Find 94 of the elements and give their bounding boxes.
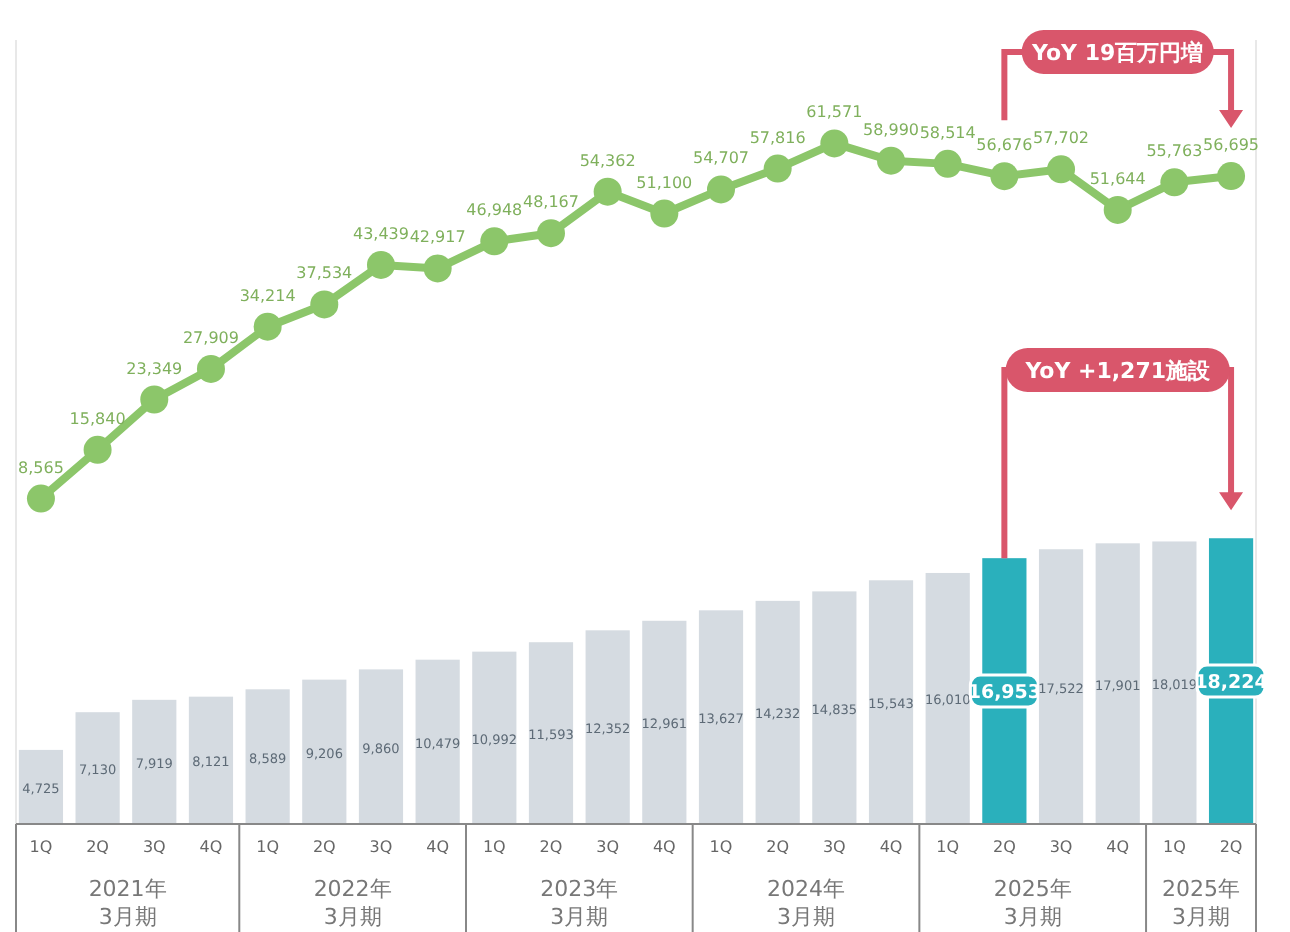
x-tick-label: 1Q bbox=[256, 838, 280, 856]
data-label: 15,840 bbox=[69, 409, 126, 428]
bar bbox=[358, 669, 404, 824]
bar bbox=[812, 591, 857, 824]
point bbox=[480, 227, 509, 256]
bar bbox=[1095, 543, 1140, 824]
point bbox=[1217, 162, 1246, 191]
point bbox=[26, 484, 55, 513]
text: 2022年 3月期 bbox=[313, 876, 392, 930]
x-tick-label: 2Q bbox=[539, 838, 563, 856]
data-label: 55,763 bbox=[1146, 142, 1203, 161]
text: 2023年 3月期 bbox=[540, 876, 619, 930]
text: 2025年 3月期 bbox=[1162, 876, 1241, 930]
data-label: 61,571 bbox=[806, 103, 863, 122]
data-label: 27,909 bbox=[182, 328, 239, 347]
data-label: 51,100 bbox=[636, 173, 693, 192]
bar bbox=[925, 572, 970, 824]
bar bbox=[585, 630, 630, 824]
bar bbox=[698, 610, 744, 824]
data-label: 51,644 bbox=[1089, 169, 1146, 188]
point bbox=[310, 290, 339, 319]
point bbox=[366, 250, 395, 279]
point bbox=[253, 312, 282, 341]
data-label: 23,349 bbox=[126, 359, 183, 378]
data-label: 57,816 bbox=[749, 128, 806, 147]
point bbox=[423, 254, 452, 283]
x-tick-label: 2Q bbox=[766, 838, 790, 856]
x-tick-label: 1Q bbox=[936, 838, 960, 856]
x-tick-label: 3Q bbox=[142, 838, 166, 856]
data-label: 54,362 bbox=[579, 151, 636, 170]
bar bbox=[415, 659, 460, 824]
bar bbox=[75, 712, 120, 824]
x-tick-label: 1Q bbox=[482, 838, 506, 856]
annotation: YoY +1,271施設 bbox=[1023, 358, 1213, 384]
x-tick-label: 3Q bbox=[822, 838, 846, 856]
bar bbox=[868, 580, 914, 824]
point bbox=[820, 129, 849, 158]
text: 2021年 3月期 bbox=[88, 876, 167, 930]
data-label: 43,439 bbox=[352, 224, 409, 243]
text: 2024年 3月期 bbox=[767, 876, 846, 930]
point bbox=[593, 177, 622, 206]
data-label: 56,676 bbox=[976, 136, 1033, 155]
data-label: 56,695 bbox=[1203, 136, 1260, 155]
x-tick-label: 1Q bbox=[1163, 838, 1186, 856]
data-label: 46,948 bbox=[466, 201, 523, 220]
bar bbox=[245, 689, 290, 824]
point bbox=[1103, 195, 1132, 224]
point bbox=[650, 199, 679, 228]
point bbox=[140, 385, 169, 414]
data-label: 57,702 bbox=[1033, 129, 1090, 148]
x-tick-label: 2Q bbox=[992, 838, 1016, 856]
bar bbox=[188, 696, 234, 824]
point bbox=[536, 219, 565, 248]
point bbox=[1160, 168, 1189, 197]
data-label: 37,534 bbox=[296, 264, 353, 283]
bar bbox=[1152, 541, 1197, 824]
x-tick-label: 4Q bbox=[1106, 838, 1130, 856]
annotation: YoY 19百万円増 bbox=[1030, 40, 1204, 66]
x-tick-label: 4Q bbox=[879, 838, 903, 856]
x-tick-label: 3Q bbox=[369, 838, 393, 856]
point bbox=[196, 354, 225, 383]
point bbox=[877, 146, 906, 175]
x-tick-label: 2Q bbox=[86, 838, 109, 856]
text: 2025年 3月期 bbox=[993, 876, 1072, 930]
data-label: 58,990 bbox=[863, 120, 920, 139]
data-label: 8,565 bbox=[18, 458, 64, 477]
bar bbox=[755, 600, 800, 824]
data-label: 34,214 bbox=[239, 286, 296, 305]
point bbox=[707, 175, 736, 204]
data-label: 58,514 bbox=[919, 123, 976, 142]
data-label: 48,167 bbox=[522, 193, 579, 212]
point bbox=[83, 435, 112, 464]
bar bbox=[18, 749, 64, 824]
bar bbox=[1038, 549, 1084, 824]
point bbox=[1047, 155, 1076, 184]
x-tick-label: 3Q bbox=[1049, 838, 1073, 856]
bar bbox=[472, 651, 517, 824]
bar bbox=[132, 699, 177, 824]
x-tick-label: 4Q bbox=[652, 838, 676, 856]
x-tick-label: 2Q bbox=[312, 838, 336, 856]
point bbox=[990, 162, 1019, 191]
x-tick-label: 1Q bbox=[709, 838, 733, 856]
bar bbox=[642, 620, 687, 824]
point bbox=[933, 149, 962, 178]
x-tick-label: 3Q bbox=[596, 838, 620, 856]
x-tick-label: 4Q bbox=[199, 838, 223, 856]
x-tick-label: 2Q bbox=[1219, 838, 1243, 856]
x-tick-label: 4Q bbox=[426, 838, 450, 856]
point bbox=[763, 154, 792, 183]
data-label: 54,707 bbox=[693, 149, 750, 168]
bar bbox=[302, 679, 347, 824]
bar bbox=[528, 642, 574, 824]
data-label: 42,917 bbox=[409, 228, 466, 247]
x-tick-label: 1Q bbox=[29, 838, 53, 856]
